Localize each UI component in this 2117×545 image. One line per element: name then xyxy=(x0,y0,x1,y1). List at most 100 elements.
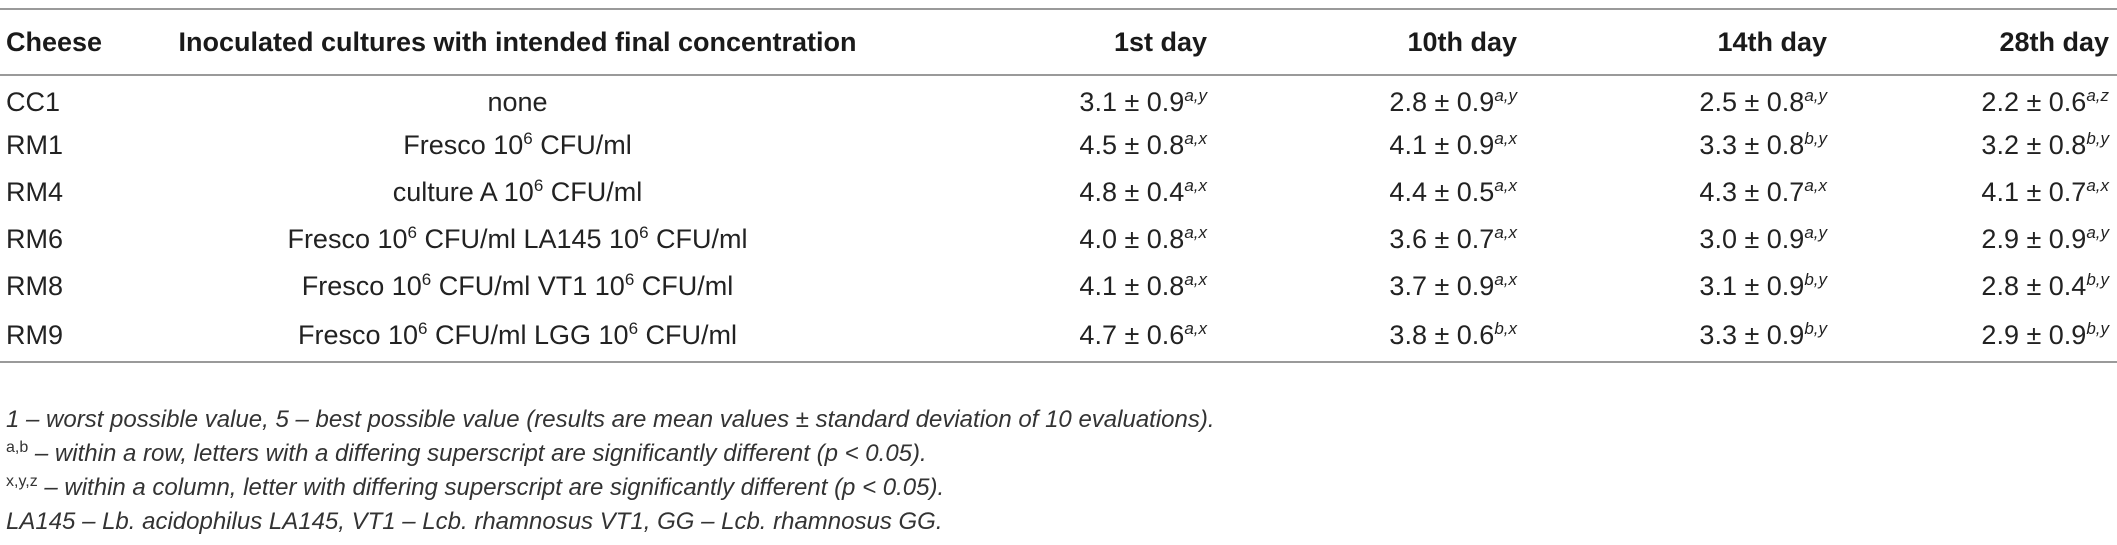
cell-culture: none xyxy=(150,75,885,122)
culture-text: CFU/ml LGG 10 xyxy=(427,320,629,350)
significance-superscript: b,y xyxy=(1804,270,1827,289)
culture-text: Fresco 10 xyxy=(297,320,419,350)
cell-cheese: CC1 xyxy=(6,86,61,117)
footnote-column-significance: x,y,z – within a column, letter with dif… xyxy=(6,471,1215,505)
cell-score: 3.8 ± 0.6b,x xyxy=(1215,310,1525,363)
significance-superscript: b,x xyxy=(1494,319,1517,338)
significance-superscript: a,y xyxy=(1184,85,1207,105)
cell-score: 3.0 ± 0.9a,y xyxy=(1525,216,1835,263)
cell-culture: Fresco 106 CFU/ml xyxy=(150,122,885,169)
significance-superscript: a,y xyxy=(1494,85,1517,105)
table-row: RM4 culture A 106 CFU/ml 4.8 ± 0.4a,x 4.4 ±… xyxy=(0,169,2117,216)
footnote-scale: 1 – worst possible value, 5 – best possi… xyxy=(6,406,1215,433)
culture-text: culture A 10 xyxy=(392,177,534,207)
header-row: Cheese Inoculated cultures with intended… xyxy=(0,8,2117,76)
footnotes: 1 – worst possible value, 5 – best possi… xyxy=(6,403,1215,539)
cell-culture: Fresco 106 CFU/ml LGG 106 CFU/ml xyxy=(150,310,885,363)
cell-score: 4.7 ± 0.6a,x xyxy=(885,310,1215,363)
exponent: 6 xyxy=(418,319,428,338)
significance-superscript: a,x xyxy=(1184,223,1207,242)
cell-cheese: RM9 xyxy=(0,310,150,363)
table-row: RM6 Fresco 106 CFU/ml LA145 106 CFU/ml 4.0… xyxy=(0,216,2117,263)
header-day-14: 14th day xyxy=(1525,8,1835,76)
culture-text: Fresco 10 xyxy=(287,224,408,254)
cell-score: 2.8 ± 0.4b,y xyxy=(1835,263,2117,310)
cell-score: 2.9 ± 0.9b,y xyxy=(1835,310,2117,363)
exponent: 6 xyxy=(523,129,533,148)
footnote-col-text: – within a column, letter with differing… xyxy=(37,474,945,501)
significance-superscript: a,x xyxy=(1804,176,1827,195)
cell-score: 4.1 ± 0.7a,x xyxy=(1835,169,2117,216)
table-row: RM8 Fresco 106 CFU/ml VT1 106 CFU/ml 4.1 ±… xyxy=(0,263,2117,310)
cell-culture: culture A 106 CFU/ml xyxy=(150,169,885,216)
culture-text: CFU/ml xyxy=(532,130,632,160)
header-day-28: 28th day xyxy=(1835,8,2117,76)
header-day-1: 1st day xyxy=(885,8,1215,76)
significance-superscript: a,x xyxy=(1184,129,1207,148)
footnote-col-sup: x,y,z xyxy=(6,473,38,490)
score-value: 3.3 ± 0.8 xyxy=(1699,130,1805,160)
score-value: 4.1 ± 0.9 xyxy=(1389,130,1495,160)
score-value: 3.1 ± 0.9 xyxy=(1699,271,1805,301)
footnote-row-sup: a,b xyxy=(6,439,29,456)
exponent: 6 xyxy=(628,319,639,338)
cell-score: 3.7 ± 0.9a,x xyxy=(1215,263,1525,310)
cell-score: 2.2 ± 0.6a,z xyxy=(1835,75,2117,122)
table-row: RM1 Fresco 106 CFU/ml 4.5 ± 0.8a,x 4.1 ± 0.… xyxy=(0,122,2117,169)
cell-score: 3.3 ± 0.9b,y xyxy=(1525,310,1835,363)
exponent: 6 xyxy=(533,176,544,195)
score-value: 4.4 ± 0.5 xyxy=(1389,177,1495,207)
culture-text: Fresco 10 xyxy=(403,130,524,160)
cell-score: 4.0 ± 0.8a,x xyxy=(885,216,1215,263)
significance-superscript: a,y xyxy=(1804,223,1827,242)
score-value: 2.8 ± 0.4 xyxy=(1981,271,2087,301)
score-value: 2.8 ± 0.9 xyxy=(1389,86,1495,117)
score-value: 4.8 ± 0.4 xyxy=(1079,177,1185,207)
table-row: CC1 none 3.1 ± 0.9a,y 2.8 ± 0.9a,y 2.5 ± 0.8… xyxy=(0,75,2117,122)
significance-superscript: a,y xyxy=(1804,85,1827,105)
exponent: 6 xyxy=(639,223,649,242)
exponent: 6 xyxy=(407,223,417,242)
score-value: 3.6 ± 0.7 xyxy=(1389,224,1495,254)
results-table: Cheese Inoculated cultures with intended… xyxy=(0,8,2117,363)
significance-superscript: a,x xyxy=(2086,176,2109,195)
cell-cheese: RM1 xyxy=(6,130,64,160)
table-row: RM9 Fresco 106 CFU/ml LGG 106 CFU/ml 4.7 ±… xyxy=(0,310,2117,363)
culture-text: CFU/ml xyxy=(634,271,734,301)
score-value: 2.9 ± 0.9 xyxy=(1981,224,2087,254)
score-value: 4.7 ± 0.6 xyxy=(1079,320,1185,350)
score-value: 3.8 ± 0.6 xyxy=(1389,320,1495,350)
culture-text: CFU/ml xyxy=(648,224,748,254)
culture-text: CFU/ml xyxy=(543,177,643,207)
cell-score: 3.6 ± 0.7a,x xyxy=(1215,216,1525,263)
cell-score: 2.5 ± 0.8a,y xyxy=(1525,75,1835,122)
exponent: 6 xyxy=(421,270,432,289)
cell-score: 4.8 ± 0.4a,x xyxy=(885,169,1215,216)
significance-superscript: b,y xyxy=(2086,270,2109,289)
cell-score: 4.5 ± 0.8a,x xyxy=(885,122,1215,169)
culture-text: CFU/ml xyxy=(638,320,738,350)
cell-score: 3.2 ± 0.8b,y xyxy=(1835,122,2117,169)
significance-superscript: a,x xyxy=(1184,270,1207,289)
footnote-row-text: – within a row, letters with a differing… xyxy=(28,440,927,467)
score-value: 2.9 ± 0.9 xyxy=(1981,320,2087,350)
significance-superscript: a,x xyxy=(1494,270,1517,289)
cell-score: 3.3 ± 0.8b,y xyxy=(1525,122,1835,169)
exponent: 6 xyxy=(624,270,635,289)
cell-score: 4.3 ± 0.7a,x xyxy=(1525,169,1835,216)
footnote-row-significance: a,b – within a row, letters with a diffe… xyxy=(6,437,1215,471)
cell-cheese: RM8 xyxy=(6,271,64,301)
significance-superscript: b,y xyxy=(1804,129,1827,148)
cell-score: 4.1 ± 0.9a,x xyxy=(1215,122,1525,169)
score-value: 3.2 ± 0.8 xyxy=(1981,130,2087,160)
significance-superscript: a,x xyxy=(1184,176,1207,195)
significance-superscript: a,y xyxy=(2086,223,2109,242)
score-value: 3.3 ± 0.9 xyxy=(1699,320,1805,350)
cell-score: 2.9 ± 0.9a,y xyxy=(1835,216,2117,263)
cell-score: 3.1 ± 0.9b,y xyxy=(1525,263,1835,310)
header-day-10: 10th day xyxy=(1215,8,1525,76)
header-cheese: Cheese xyxy=(0,8,150,76)
score-value: 4.1 ± 0.7 xyxy=(1981,177,2087,207)
score-value: 3.0 ± 0.9 xyxy=(1699,224,1805,254)
